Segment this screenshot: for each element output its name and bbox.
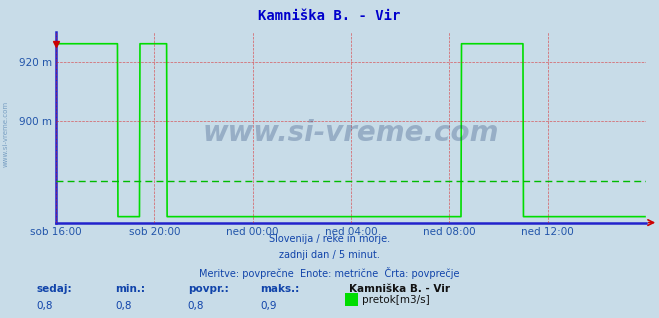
Text: zadnji dan / 5 minut.: zadnji dan / 5 minut. <box>279 250 380 260</box>
Text: Slovenija / reke in morje.: Slovenija / reke in morje. <box>269 234 390 244</box>
Text: 0,8: 0,8 <box>188 301 204 311</box>
Text: sedaj:: sedaj: <box>36 284 72 294</box>
Text: povpr.:: povpr.: <box>188 284 229 294</box>
Text: 0,8: 0,8 <box>36 301 53 311</box>
Text: Meritve: povprečne  Enote: metrične  Črta: povprečje: Meritve: povprečne Enote: metrične Črta:… <box>199 267 460 279</box>
Text: www.si-vreme.com: www.si-vreme.com <box>2 100 9 167</box>
Text: 0,9: 0,9 <box>260 301 277 311</box>
Text: maks.:: maks.: <box>260 284 300 294</box>
Text: Kamniška B. - Vir: Kamniška B. - Vir <box>258 9 401 23</box>
Text: Kamniška B. - Vir: Kamniška B. - Vir <box>349 284 450 294</box>
Text: www.si-vreme.com: www.si-vreme.com <box>203 119 499 147</box>
Text: min.:: min.: <box>115 284 146 294</box>
Text: 0,8: 0,8 <box>115 301 132 311</box>
Text: pretok[m3/s]: pretok[m3/s] <box>362 294 430 305</box>
